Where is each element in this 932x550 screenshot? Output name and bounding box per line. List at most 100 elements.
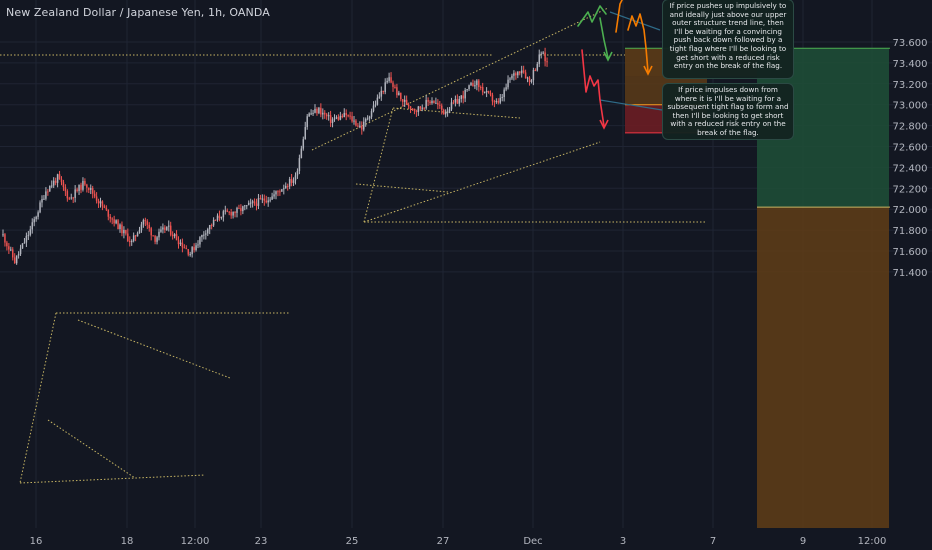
candle-body [25,235,28,243]
candle-body [60,179,63,183]
candle-body [480,87,482,89]
y-tick-label: 72.000 [893,205,928,216]
candle-body [476,80,478,86]
candle-body [113,219,115,224]
candle-body [203,234,205,236]
x-tick-label: 3 [620,536,626,547]
candle-body [505,87,507,90]
candle-body [37,212,39,217]
candle-body [189,254,191,256]
candle-body [111,218,113,220]
candle-body [448,109,451,112]
y-tick-label: 71.800 [893,226,928,237]
candle-body [544,52,546,62]
x-tick-label: 12:00 [181,536,210,547]
candle-body [234,211,236,213]
candle-body [470,83,472,86]
candle-body [478,80,480,88]
candle-body [187,249,189,255]
candle-body [39,202,41,213]
candle-body [195,245,197,251]
candle-body [433,100,435,103]
candle-body [130,240,133,243]
candle-body [263,198,266,201]
stop-zone [757,207,889,529]
candle-body [345,112,347,116]
trend-line [363,107,394,223]
candle-body [347,115,349,117]
trend-line [47,419,136,479]
candle-body [444,112,447,115]
candle-body [380,90,383,97]
candle-body [435,102,437,104]
candle-body [247,202,250,206]
candle-body [220,217,223,219]
candle-body [74,189,76,198]
candle-body [466,89,468,91]
candle-body [78,184,80,191]
candle-body [41,198,43,203]
candle-body [228,211,230,213]
candle-body [357,125,359,127]
candle-body [532,70,535,81]
candle-body [31,222,33,230]
y-tick-label: 72.800 [893,122,928,133]
y-tick-label: 71.600 [893,247,928,258]
candle-body [452,102,455,104]
x-tick-label: 25 [346,536,359,547]
candle-body [99,201,102,204]
candle-body [421,107,423,109]
candle-body [52,180,55,186]
candle-body [483,92,486,94]
candle-body [207,229,209,234]
candle-body [265,200,267,203]
candle-body [407,104,410,107]
candle-body [458,98,461,104]
candle-body [138,230,141,234]
candle-body [542,52,544,54]
candle-body [372,105,375,112]
candle-body [351,116,353,122]
y-tick-label: 73.600 [893,38,928,49]
candle-body [499,97,501,103]
candle-body [88,187,90,190]
candle-body [519,71,521,74]
annotation-note-1[interactable]: If price pushes up impulsively to and id… [662,0,794,79]
candle-body [142,220,145,225]
candle-body [212,219,215,226]
annotation-pointer [599,99,663,111]
candle-body [337,117,340,120]
x-tick-label: 7 [710,536,716,547]
candle-body [162,227,164,230]
candle-body [509,78,511,80]
candle-body [417,106,420,112]
y-tick-label: 73.400 [893,59,928,70]
x-tick-label: 18 [121,536,134,547]
candle-body [378,96,381,98]
candle-body [474,85,476,87]
candle-body [388,77,390,81]
candle-body [306,116,308,127]
candle-body [423,107,425,109]
red-down-arrow [581,49,605,127]
x-tick-label: 12:00 [858,536,887,547]
candle-body [134,235,137,237]
candle-body [210,225,213,227]
candle-body [524,72,527,79]
candle-body [501,96,503,98]
candle-body [441,105,443,110]
candle-body [446,111,449,113]
candle-body [107,209,110,217]
candle-body [431,100,433,104]
candle-body [154,236,156,242]
candle-body [442,109,445,115]
candle-body [402,99,404,102]
annotation-note-2[interactable]: If price impulses down from where it is … [662,83,794,140]
candle-body [450,102,453,110]
orange-down-arrow [627,13,649,73]
candle-body [2,234,4,236]
candle-body [148,224,150,229]
candle-body [54,180,57,183]
